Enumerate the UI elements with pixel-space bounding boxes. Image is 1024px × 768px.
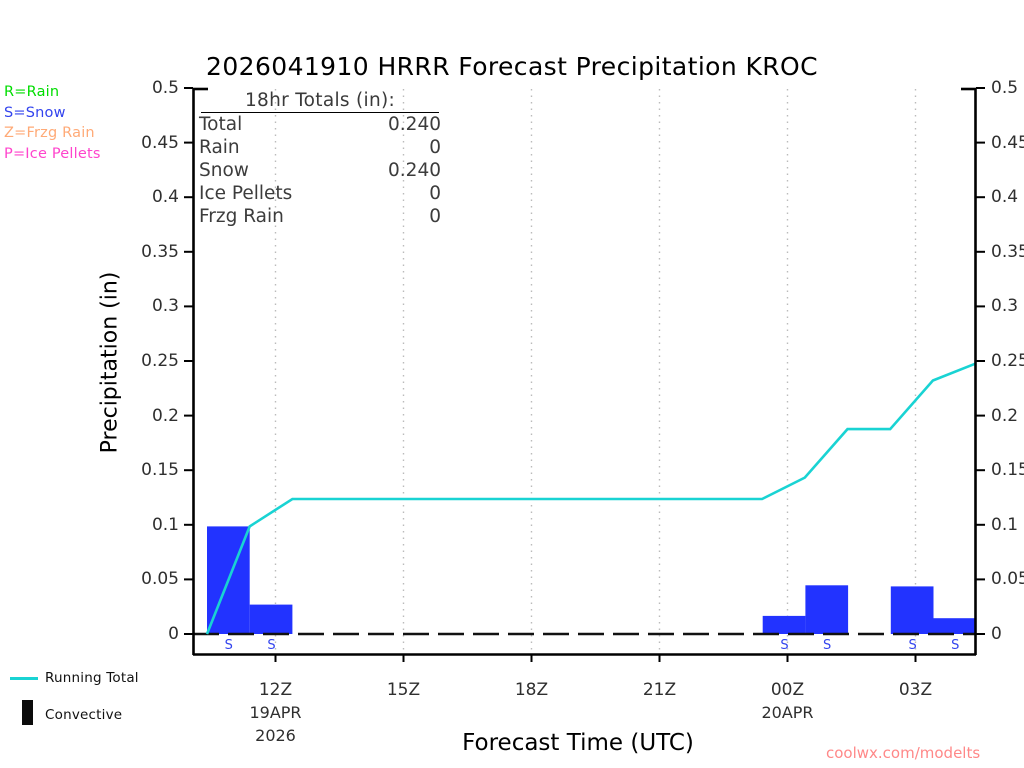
y-axis-title: Precipitation (in) — [97, 271, 123, 454]
totals-value-ice-pellets: 0 — [429, 183, 441, 204]
xtick-18z: 18Z — [514, 680, 549, 700]
ytick-left-0.3: 0.3 — [151, 296, 179, 317]
xtick-date-20apr: 20APR — [761, 703, 814, 722]
totals-label-ice-pellets: Ice Pellets — [199, 183, 293, 204]
ptype-marker-6: S — [951, 638, 960, 653]
totals-row-total: Total 0.240 — [193, 113, 445, 136]
precip-type-legend: R=Rain S=Snow Z=Frzg Rain P=Ice Pellets — [4, 82, 101, 164]
precip-bars — [207, 526, 977, 634]
totals-value-rain: 0 — [429, 137, 441, 158]
page-title: 2026041910 HRRR Forecast Precipitation K… — [206, 52, 818, 81]
ytick-right-0.1: 0.1 — [991, 514, 1019, 535]
bar-hour-27 — [933, 618, 977, 634]
bar-hour-23 — [762, 615, 806, 634]
ytick-right-0.3: 0.3 — [991, 296, 1019, 317]
ptype-marker-5: S — [908, 638, 917, 653]
running-total-legend-label: Running Total — [45, 670, 139, 686]
ytick-right-0.35: 0.35 — [991, 241, 1024, 262]
legend-item-snow: S=Snow — [4, 104, 66, 121]
ytick-right-0.05: 0.05 — [991, 569, 1024, 590]
xtick-03z: 03Z — [898, 680, 933, 700]
ytick-left-0.2: 0.2 — [151, 405, 179, 426]
ytick-left-0.15: 0.15 — [141, 460, 179, 481]
ytick-left-0: 0 — [168, 624, 179, 644]
totals-row-rain: Rain 0 — [193, 136, 445, 159]
totals-row-ice-pellets: Ice Pellets 0 — [193, 182, 445, 205]
ytick-right-0.2: 0.2 — [991, 405, 1019, 426]
xtick-15z: 15Z — [386, 680, 421, 700]
ytick-right-0.15: 0.15 — [991, 460, 1024, 481]
ptype-marker-2: S — [267, 638, 276, 653]
totals-row-frzg-rain: Frzg Rain 0 — [193, 205, 445, 228]
ptype-marker-4: S — [823, 638, 832, 653]
xtick-00z: 00Z — [770, 680, 805, 700]
totals-title: 18hr Totals (in): — [201, 90, 439, 113]
xtick-date-19apr: 19APR — [249, 703, 302, 722]
x-axis-title: Forecast Time (UTC) — [462, 730, 694, 756]
ytick-left-0.25: 0.25 — [141, 351, 179, 371]
bar-hour-24 — [805, 585, 849, 634]
legend-item-frzg-rain: Z=Frzg Rain — [4, 125, 95, 141]
x-ticks — [274, 655, 917, 662]
bar-hour-11 — [249, 604, 293, 634]
legend-item-ice-pellets: P=Ice Pellets — [4, 145, 101, 162]
ytick-right-0.45: 0.45 — [991, 132, 1024, 153]
ptype-marker-1: S — [224, 638, 233, 653]
ytick-left-0.1: 0.1 — [151, 514, 179, 535]
totals-box: 18hr Totals (in): Total 0.240 Rain 0 Sno… — [193, 90, 445, 228]
convective-bar-swatch — [22, 700, 33, 725]
xtick-12z: 12Z — [258, 680, 293, 700]
running-total-line-swatch — [10, 677, 38, 680]
totals-label-snow: Snow — [199, 160, 249, 181]
totals-value-snow: 0.240 — [388, 160, 441, 181]
y-ticks-right — [976, 87, 985, 635]
totals-row-snow: Snow 0.240 — [193, 159, 445, 182]
y-ticks-left — [184, 87, 193, 635]
ytick-right-0.4: 0.4 — [991, 187, 1019, 208]
ytick-left-0.05: 0.05 — [141, 569, 179, 590]
totals-label-total: Total — [199, 114, 243, 135]
xtick-21z: 21Z — [642, 680, 677, 700]
ytick-left-0.5: 0.5 — [151, 78, 179, 98]
totals-value-frzg-rain: 0 — [429, 206, 441, 227]
ytick-right-0.25: 0.25 — [991, 351, 1024, 371]
totals-value-total: 0.240 — [388, 114, 441, 135]
ytick-left-0.4: 0.4 — [151, 187, 179, 208]
totals-label-frzg-rain: Frzg Rain — [199, 206, 284, 227]
watermark: coolwx.com/modelts — [826, 744, 981, 762]
bar-hour-26 — [890, 586, 934, 634]
legend-item-rain: R=Rain — [4, 84, 60, 100]
convective-legend-label: Convective — [45, 707, 123, 723]
ytick-right-0: 0 — [991, 624, 1002, 644]
ytick-left-0.45: 0.45 — [141, 132, 179, 153]
ytick-left-0.35: 0.35 — [141, 241, 179, 262]
xtick-year-2026: 2026 — [255, 726, 296, 745]
ptype-marker-3: S — [780, 638, 789, 653]
axis-frame — [192, 87, 977, 656]
ytick-right-0.5: 0.5 — [991, 78, 1019, 98]
totals-label-rain: Rain — [199, 137, 240, 158]
running-total-line — [205, 362, 977, 635]
